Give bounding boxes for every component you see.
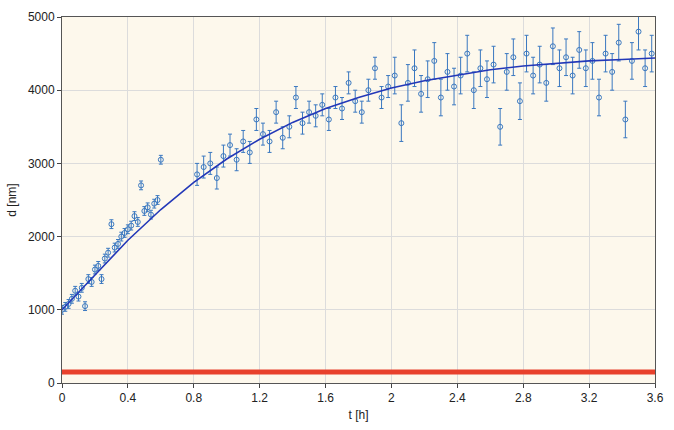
svg-text:1.6: 1.6 <box>317 391 334 405</box>
svg-text:2000: 2000 <box>28 230 55 244</box>
svg-text:2.4: 2.4 <box>449 391 466 405</box>
svg-text:0.4: 0.4 <box>120 391 137 405</box>
svg-text:1.2: 1.2 <box>251 391 268 405</box>
svg-text:3000: 3000 <box>28 157 55 171</box>
svg-text:1000: 1000 <box>28 303 55 317</box>
svg-text:t [h]: t [h] <box>348 408 368 422</box>
svg-text:3.6: 3.6 <box>647 391 664 405</box>
svg-text:0: 0 <box>48 376 55 390</box>
svg-text:d [nm]: d [nm] <box>5 183 19 216</box>
svg-text:0.8: 0.8 <box>185 391 202 405</box>
svg-text:0: 0 <box>59 391 66 405</box>
svg-text:2.8: 2.8 <box>515 391 532 405</box>
svg-text:2: 2 <box>388 391 395 405</box>
svg-text:4000: 4000 <box>28 83 55 97</box>
svg-text:5000: 5000 <box>28 10 55 24</box>
svg-text:3.2: 3.2 <box>581 391 598 405</box>
